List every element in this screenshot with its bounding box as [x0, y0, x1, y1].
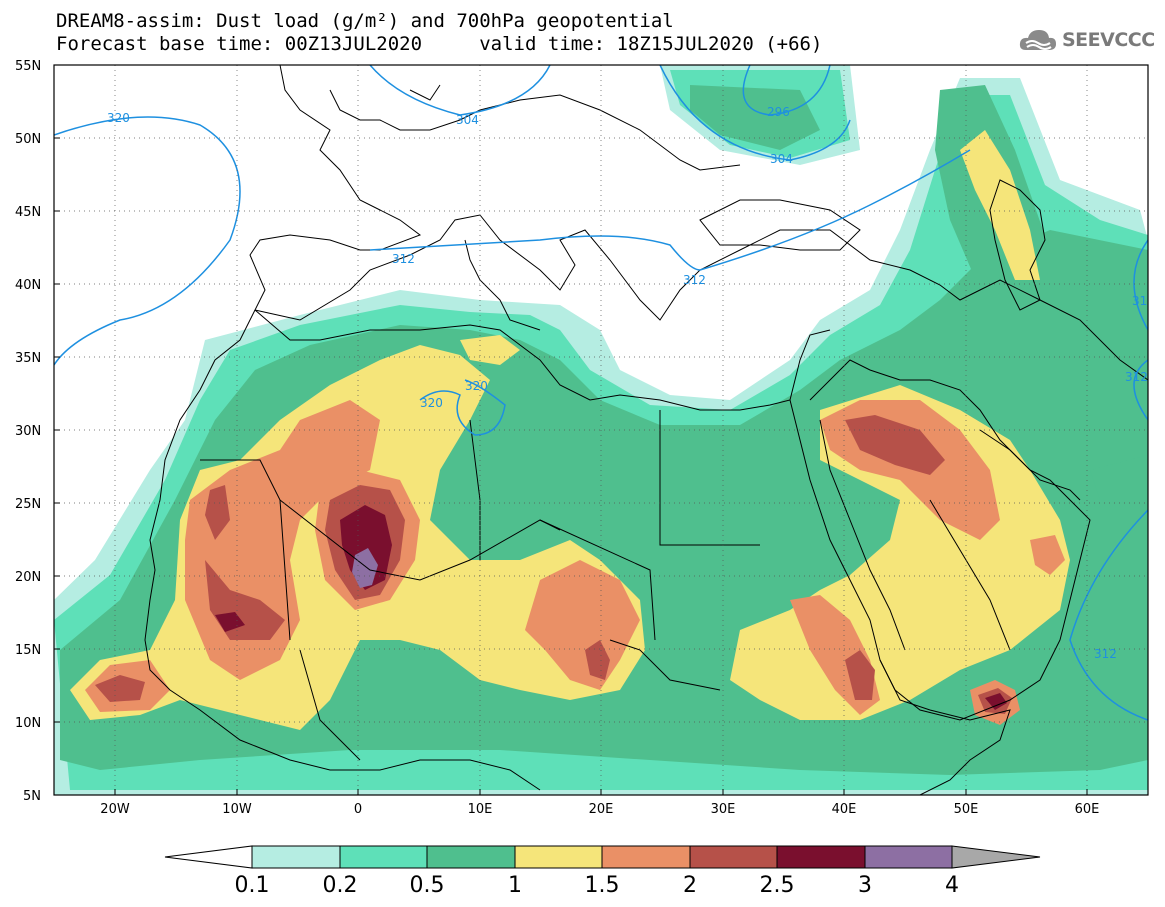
latitude-labels: 55N 50N 45N 40N 35N 30N 25N 20N 15N 10N …	[15, 59, 41, 804]
contour-label: 312	[1132, 294, 1155, 308]
contour-label: 304	[456, 113, 479, 127]
lat-label: 40N	[15, 278, 41, 293]
lon-label: 50E	[954, 802, 979, 817]
colorbar	[164, 845, 1041, 869]
lon-label: 40E	[832, 802, 857, 817]
colorbar-swatch	[601, 845, 691, 869]
lat-label: 20N	[15, 570, 41, 585]
contour-label: 312	[1094, 647, 1117, 661]
contour-label: 320	[420, 396, 443, 410]
lon-label: 0	[354, 802, 362, 817]
contour-label: 304	[770, 152, 793, 166]
lat-label: 35N	[15, 351, 41, 366]
colorbar-swatch	[776, 845, 866, 869]
contour-label: 320	[107, 111, 130, 125]
lat-label: 15N	[15, 643, 41, 658]
logo-text: SEEVCCC	[1062, 29, 1155, 51]
colorbar-swatch	[251, 845, 341, 869]
geopotential-contours	[54, 65, 1148, 721]
axis-ticks	[54, 64, 1088, 796]
contour-label: 296	[767, 105, 790, 119]
colorbar-max-triangle	[951, 845, 1041, 869]
forecast-times: Forecast base time: 00Z13JUL2020 valid t…	[56, 33, 823, 55]
colorbar-swatch	[864, 845, 953, 869]
lat-label: 55N	[15, 59, 41, 74]
colorbar-label: 2.5	[760, 873, 795, 898]
cloud-icon	[1019, 30, 1056, 50]
colorbar-label: 0.5	[410, 873, 445, 898]
graticule	[54, 65, 1148, 795]
map-title: DREAM8-assim: Dust load (g/m²) and 700hP…	[56, 10, 674, 32]
seevccc-logo: SEEVCCC	[1018, 26, 1155, 54]
lon-label: 30E	[711, 802, 736, 817]
colorbar-labels: 0.1 0.2 0.5 1 1.5 2 2.5 3 4	[235, 873, 960, 898]
colorbar-label: 1	[508, 873, 522, 898]
colorbar-swatch	[339, 845, 428, 869]
contour-label: 312	[683, 273, 706, 287]
contour-label: 312	[1125, 370, 1148, 384]
colorbar-min-triangle	[164, 845, 253, 869]
lat-label: 5N	[23, 789, 41, 804]
colorbar-label: 3	[858, 873, 872, 898]
lat-label: 45N	[15, 205, 41, 220]
lon-label: 10W	[222, 802, 252, 817]
lon-label: 60E	[1075, 802, 1100, 817]
dust-field: 320 304 296 304 312 312 320 320 312 312 …	[54, 65, 1155, 795]
lon-label: 20W	[100, 802, 130, 817]
lat-label: 30N	[15, 424, 41, 439]
longitude-labels: 20W 10W 0 10E 20E 30E 40E 50E 60E	[100, 802, 1099, 817]
colorbar-label: 0.2	[323, 873, 358, 898]
colorbar-label: 2	[683, 873, 697, 898]
contour-label: 312	[392, 252, 415, 266]
lat-label: 10N	[15, 716, 41, 731]
lon-label: 20E	[589, 802, 614, 817]
lon-label: 10E	[468, 802, 493, 817]
dust-level-3	[352, 548, 378, 588]
colorbar-label: 1.5	[585, 873, 620, 898]
colorbar-swatch	[426, 845, 516, 869]
contour-labels: 320 304 296 304 312 312 320 320 312 312 …	[107, 105, 1155, 661]
lat-label: 25N	[15, 497, 41, 512]
contour-label: 320	[465, 379, 488, 393]
colorbar-label: 4	[945, 873, 959, 898]
colorbar-label: 0.1	[235, 873, 270, 898]
colorbar-swatch	[514, 845, 603, 869]
colorbar-swatch	[689, 845, 778, 869]
lat-label: 50N	[15, 132, 41, 147]
